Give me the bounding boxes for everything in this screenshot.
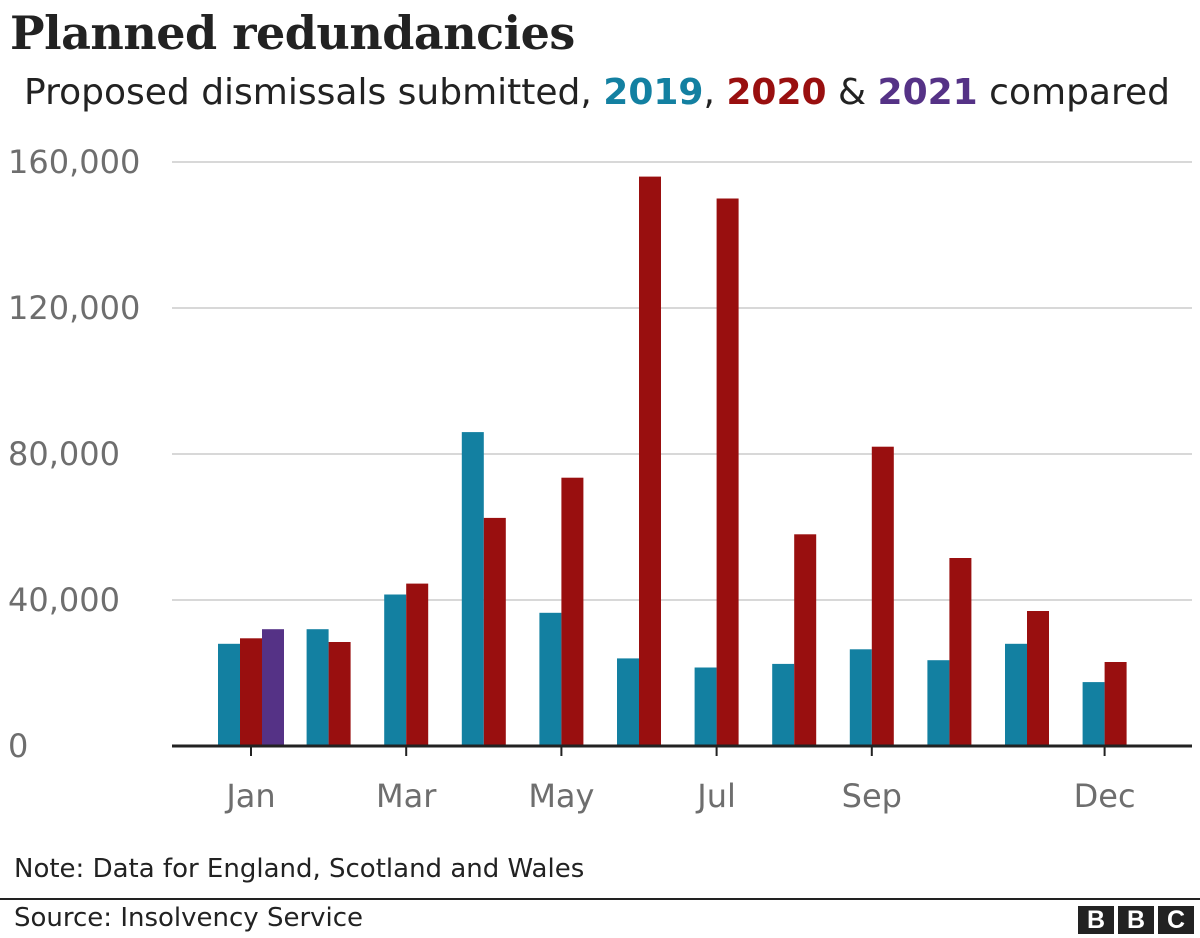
x-tick-label: Sep [842,777,902,815]
y-axis-labels: 0 40,000 80,000 120,000 160,000 [8,143,140,765]
bar-2020-aug [794,534,817,746]
footer-divider [0,898,1200,900]
bar-2020-mar [406,583,429,746]
bar-2019-oct [927,660,950,746]
bar-2020-oct [949,558,972,746]
bar-2019-feb [306,629,329,746]
bar-2019-mar [384,594,407,746]
subtitle-year-2020: 2020 [726,72,827,113]
subtitle-year-2019: 2019 [603,72,704,113]
x-tick-label: Mar [376,777,437,815]
bar-2019-apr [461,432,484,746]
x-tick-label: Dec [1074,777,1136,815]
bbc-logo: B B C [1078,906,1194,934]
subtitle-suffix: compared [977,72,1170,113]
bar-2019-jan [218,643,240,746]
subtitle-prefix: Proposed dismissals submitted, [24,72,604,113]
bar-2020-jul [716,198,739,746]
bar-2020-sep [871,446,894,746]
bar-2021-jan [262,629,284,746]
bar-chart: 0 40,000 80,000 120,000 160,000 Jan Mar May Jul… [8,143,1192,815]
bar-2020-feb [328,642,351,746]
bar-2019-nov [1005,643,1027,746]
x-tick-label: May [528,777,594,815]
chart-title: Planned redundancies [10,6,575,60]
bbc-logo-letter: B [1078,906,1114,934]
bar-2020-dec [1104,662,1127,746]
bar-2020-jan [240,638,262,746]
chart-source: Source: Insolvency Service [14,903,364,933]
y-tick-label: 80,000 [8,435,120,473]
y-tick-label: 120,000 [8,289,140,327]
bar-2019-jul [694,667,717,746]
bbc-logo-letter: C [1158,906,1194,934]
y-tick-label: 160,000 [8,143,140,181]
subtitle-separator-1: , [703,72,727,113]
grid-lines [172,161,1192,601]
y-tick-label: 40,000 [8,581,120,619]
y-tick-label: 0 [8,727,28,765]
bar-2019-dec [1082,682,1105,746]
bar-2020-may [561,477,584,746]
subtitle-separator-2: & [826,72,878,113]
bars [218,176,1127,747]
bbc-logo-letter: B [1118,906,1154,934]
bar-2020-jun [639,176,661,747]
bar-2019-jun [617,658,639,746]
bar-2019-aug [772,663,795,746]
bar-2019-may [539,612,562,746]
bar-2019-sep [849,649,872,746]
x-tick-label: Jan [224,777,275,815]
bar-2020-nov [1027,611,1049,746]
chart-subtitle: Proposed dismissals submitted, 2019, 202… [24,72,1170,113]
x-axis-ticks: Jan Mar May Jul Sep Dec [224,746,1136,815]
subtitle-year-2021: 2021 [877,72,978,113]
chart-note: Note: Data for England, Scotland and Wal… [14,854,585,884]
x-tick-label: Jul [695,777,736,815]
bar-2020-apr [483,517,506,746]
